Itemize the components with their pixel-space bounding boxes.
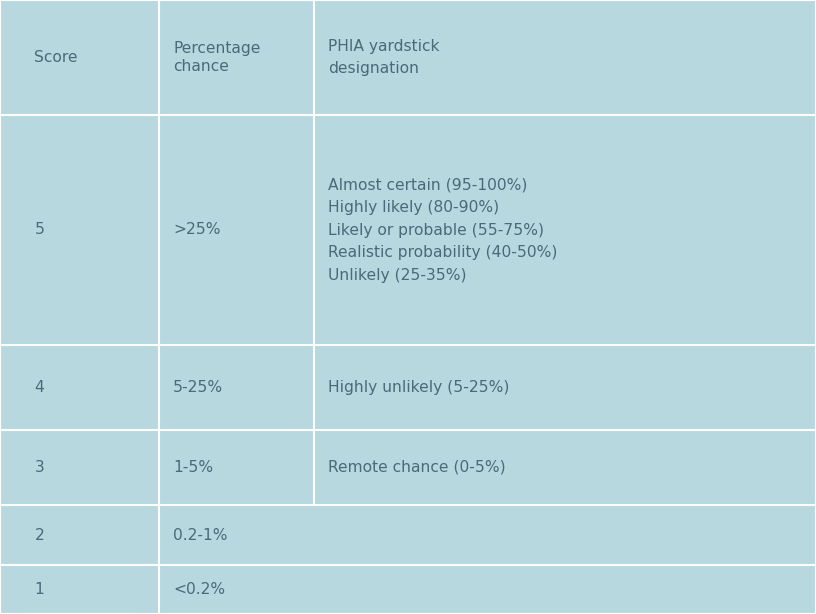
Text: 1-5%: 1-5% (173, 460, 213, 475)
Text: Realistic probability (40-50%): Realistic probability (40-50%) (328, 245, 557, 260)
Text: Almost certain (95-100%): Almost certain (95-100%) (328, 177, 527, 192)
Text: Percentage
chance: Percentage chance (173, 41, 260, 74)
Text: <0.2%: <0.2% (173, 582, 225, 597)
Text: >25%: >25% (173, 222, 220, 238)
Text: 1: 1 (34, 582, 44, 597)
Text: 2: 2 (34, 527, 44, 543)
Text: Unlikely (25-35%): Unlikely (25-35%) (328, 268, 467, 282)
Text: Highly unlikely (5-25%): Highly unlikely (5-25%) (328, 380, 509, 395)
Text: designation: designation (328, 61, 419, 76)
Text: 3: 3 (34, 460, 44, 475)
Text: 4: 4 (34, 380, 44, 395)
Text: Highly likely (80-90%): Highly likely (80-90%) (328, 200, 499, 215)
Text: 5: 5 (34, 222, 44, 238)
Text: Score: Score (34, 50, 78, 65)
Text: 5-25%: 5-25% (173, 380, 224, 395)
Text: Likely or probable (55-75%): Likely or probable (55-75%) (328, 222, 544, 238)
Text: Remote chance (0-5%): Remote chance (0-5%) (328, 460, 506, 475)
Text: 0.2-1%: 0.2-1% (173, 527, 228, 543)
Text: PHIA yardstick: PHIA yardstick (328, 39, 440, 53)
